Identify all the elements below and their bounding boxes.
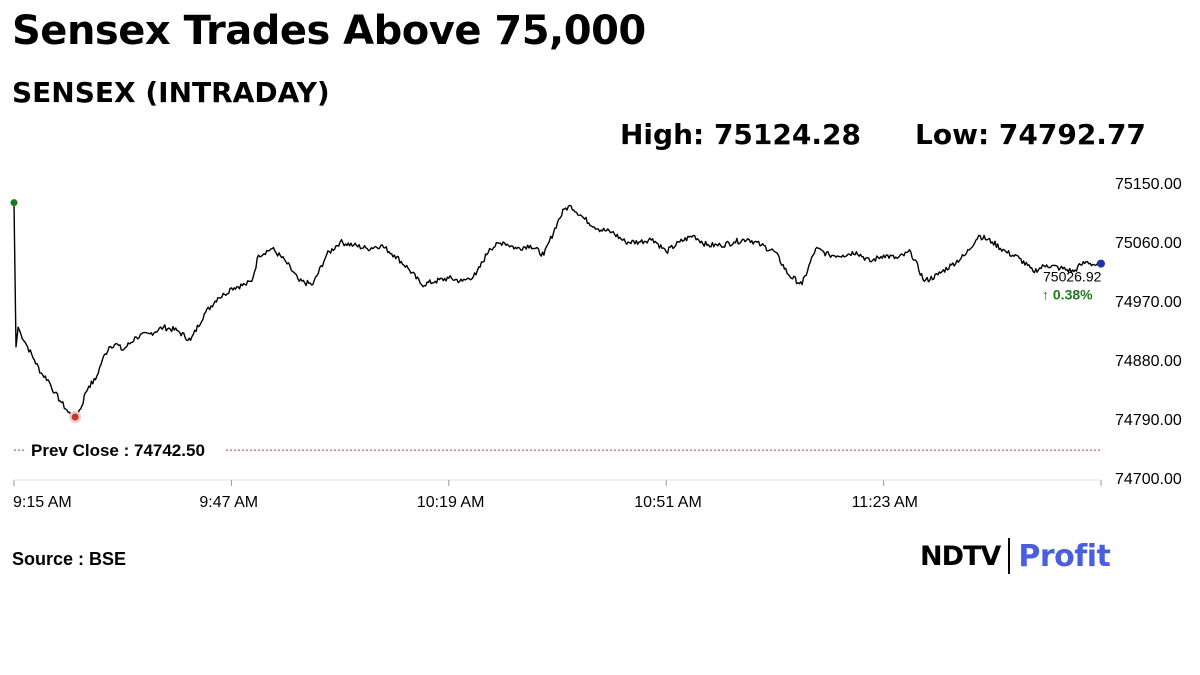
headline: Sensex Trades Above 75,000 bbox=[12, 8, 646, 54]
y-tick-label: 74880.00 bbox=[1115, 353, 1182, 370]
x-tick-label: 9:15 AM bbox=[13, 494, 72, 511]
x-axis-ticks: 9:15 AM 9:47 AM 10:19 AM 10:51 AM 11:23 AM bbox=[13, 480, 1102, 511]
chart-subtitle: SENSEX (INTRADAY) bbox=[12, 76, 330, 109]
y-tick-label: 74790.00 bbox=[1115, 412, 1182, 429]
x-tick-label: 9:47 AM bbox=[199, 494, 258, 511]
sensex-price-line bbox=[13, 202, 1102, 418]
y-axis-ticks: 75150.00 75060.00 74970.00 74880.00 74790.00… bbox=[1115, 176, 1182, 488]
low-stat: Low: 74792.77 bbox=[915, 118, 1146, 151]
prev-close-label-bg bbox=[24, 440, 224, 461]
x-tick-label: 10:19 AM bbox=[417, 494, 485, 511]
high-stat: High: 75124.28 bbox=[620, 118, 861, 151]
price-line-group bbox=[13, 202, 1102, 418]
low-marker bbox=[71, 413, 79, 421]
x-tick-label: 10:51 AM bbox=[634, 494, 702, 511]
y-tick-label: 74970.00 bbox=[1115, 294, 1182, 311]
last-marker bbox=[1097, 259, 1105, 268]
last-price-label: 75026.92 bbox=[1043, 269, 1102, 285]
open-marker bbox=[10, 199, 18, 207]
y-tick-label: 75150.00 bbox=[1115, 176, 1182, 193]
y-tick-label: 74700.00 bbox=[1115, 471, 1182, 488]
logo-profit-text: Profit bbox=[1018, 538, 1111, 574]
y-tick-label: 75060.00 bbox=[1115, 235, 1182, 252]
logo-divider bbox=[1008, 538, 1011, 574]
source-note: Source : BSE bbox=[12, 549, 127, 569]
markers bbox=[10, 199, 1105, 424]
prev-close-group: Prev Close : 74742.50 bbox=[14, 440, 1101, 461]
x-tick-label: 11:23 AM bbox=[852, 494, 918, 511]
change-percent-label: ↑ 0.38% bbox=[1042, 287, 1093, 303]
ndtv-profit-logo: NDTV Profit bbox=[920, 536, 1111, 576]
logo-ndtv-text: NDTV bbox=[920, 540, 1001, 572]
intraday-chart: Prev Close : 74742.50 75150.00 75060.00 74… bbox=[10, 176, 1182, 511]
prev-close-label: Prev Close : 74742.50 bbox=[31, 441, 205, 460]
